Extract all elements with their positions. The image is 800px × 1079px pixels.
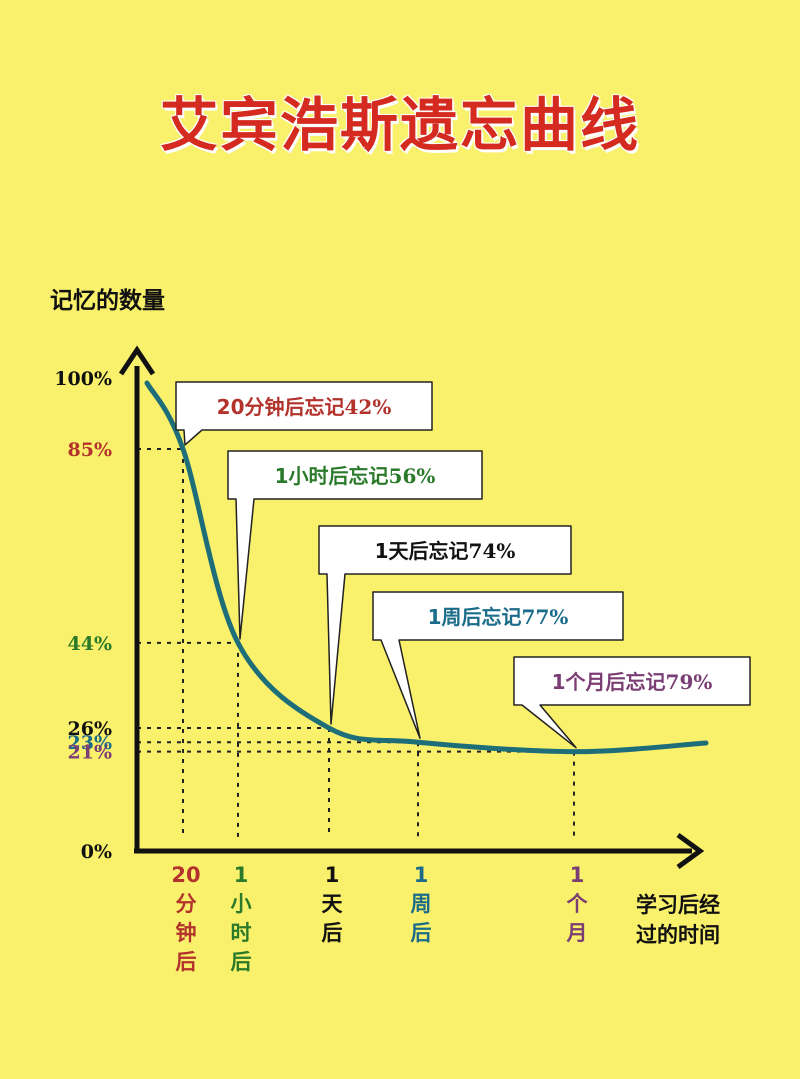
x-axis-label-line-1: 学习后经 <box>636 893 720 917</box>
annotation-callout: 20分钟后忘记42% <box>175 381 433 446</box>
y-tick-label: 85% <box>68 439 113 461</box>
callout-text: 1周后忘记77% <box>428 605 569 629</box>
x-category-char: 1 <box>325 863 340 887</box>
x-category-char: 天 <box>322 892 344 916</box>
x-category-char: 20 <box>171 863 200 887</box>
x-category-char: 月 <box>566 921 588 945</box>
x-category-char: 1 <box>234 863 249 887</box>
callout-box <box>372 591 624 739</box>
callout-box <box>318 525 572 725</box>
callout-box <box>175 381 433 446</box>
x-category-char: 后 <box>411 921 432 945</box>
annotation-callout: 1小时后忘记56% <box>227 450 483 640</box>
x-category-char: 后 <box>231 950 252 974</box>
x-category-char: 钟 <box>176 921 197 945</box>
callout-main-text: 1天后忘记 <box>375 539 469 563</box>
x-axis-label-line-2: 过的时间 <box>636 923 720 947</box>
x-axis-arrow <box>676 832 705 870</box>
x-category-char: 时 <box>231 921 252 945</box>
callout-main-text: 20分钟后忘记 <box>217 395 345 419</box>
x-category-char: 分 <box>176 892 197 916</box>
annotation-callout: 1个月后忘记79% <box>513 656 751 749</box>
x-category-char: 个 <box>567 892 589 916</box>
x-category-char: 1 <box>570 863 585 887</box>
x-category-label: 1 小时后 <box>231 863 252 974</box>
callout-percent: 56% <box>389 464 436 488</box>
callout-box <box>227 450 483 640</box>
y-tick-label: 44% <box>68 633 113 655</box>
callout-main-text: 1周后忘记 <box>428 605 522 629</box>
x-category-label: 1 个月 <box>566 863 589 945</box>
callout-main-text: 1小时后忘记 <box>275 464 389 488</box>
y-axis-arrow <box>118 345 156 376</box>
callout-text: 1个月后忘记79% <box>552 670 713 694</box>
callout-text: 20分钟后忘记42% <box>217 395 392 419</box>
x-category-label: 1 天后 <box>322 863 344 945</box>
callout-text: 1小时后忘记56% <box>275 464 436 488</box>
x-category-label: 20 分钟后 <box>171 863 200 974</box>
y-tick-label: 23% <box>68 732 113 754</box>
x-category-label: 1 周后 <box>411 863 432 945</box>
callout-percent: 79% <box>666 670 713 694</box>
x-category-char: 后 <box>322 921 343 945</box>
x-category-char: 小 <box>231 892 252 916</box>
y-tick-label: 26% <box>68 718 113 740</box>
callout-percent: 77% <box>522 605 569 629</box>
x-category-char: 周 <box>411 892 432 916</box>
callout-box <box>513 656 751 749</box>
callout-text: 1天后忘记74% <box>375 539 516 563</box>
x-category-char: 1 <box>414 863 429 887</box>
chart-title: 艾宾浩斯遗忘曲线 <box>159 91 640 159</box>
forgetting-curve <box>144 380 709 755</box>
x-category-char: 后 <box>176 950 197 974</box>
y-tick-label: 100% <box>54 368 112 390</box>
y-tick-label: 21% <box>68 742 113 764</box>
annotation-callout: 1天后忘记74% <box>318 525 572 725</box>
y-axis-label: 记忆的数量 <box>50 287 165 314</box>
callout-main-text: 1个月后忘记 <box>552 670 666 694</box>
callout-percent: 74% <box>469 539 516 563</box>
annotation-callout: 1周后忘记77% <box>372 591 624 739</box>
callout-percent: 42% <box>345 395 392 419</box>
y-tick-label: 0% <box>81 841 112 863</box>
